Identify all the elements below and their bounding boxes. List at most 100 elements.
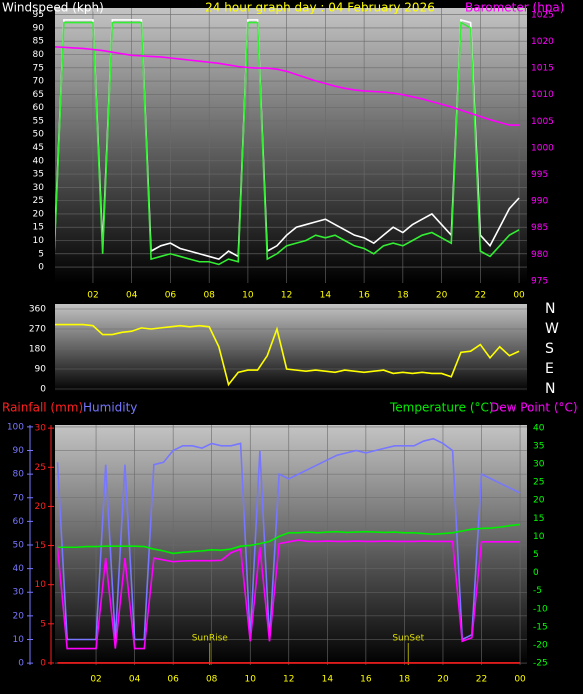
y3-tick-label: 30 bbox=[35, 424, 47, 434]
x-tick-label: 18 bbox=[397, 291, 409, 301]
x-tick-label: 22 bbox=[475, 291, 486, 301]
y2-tick-label: 1000 bbox=[531, 143, 554, 153]
y3-tick-label: 25 bbox=[35, 463, 46, 473]
y-tick-label: 85 bbox=[33, 37, 44, 47]
y2-tick-label: N bbox=[545, 301, 555, 317]
x-tick-label: 10 bbox=[242, 291, 254, 301]
y2-tick-label: 975 bbox=[531, 276, 548, 286]
x-tick-label: 04 bbox=[126, 291, 138, 301]
x-tick-label: 02 bbox=[90, 675, 101, 685]
y-tick-label: 60 bbox=[13, 517, 25, 527]
annotation: SunSet bbox=[392, 634, 424, 644]
y-tick-label: 40 bbox=[33, 156, 45, 166]
y2-tick-label: 15 bbox=[533, 514, 544, 524]
y-tick-label: 270 bbox=[29, 325, 46, 335]
y2-tick-label: 0 bbox=[533, 568, 539, 578]
y-tick-label: 45 bbox=[33, 143, 44, 153]
x-tick-label: 18 bbox=[399, 675, 411, 685]
y-tick-label: 30 bbox=[33, 183, 45, 193]
y2-tick-label: 1025 bbox=[531, 10, 554, 20]
x-tick-label: 12 bbox=[281, 291, 292, 301]
y-tick-label: 360 bbox=[29, 305, 46, 315]
x-tick-label: 08 bbox=[206, 675, 218, 685]
y-tick-label: 25 bbox=[33, 196, 44, 206]
legend-entry: Dew Point (°C) bbox=[490, 401, 578, 415]
y-tick-label: 20 bbox=[33, 209, 45, 219]
y2-tick-label: 1020 bbox=[531, 37, 554, 47]
y-tick-label: 75 bbox=[33, 63, 44, 73]
y3-tick-label: 20 bbox=[35, 502, 47, 512]
series-line bbox=[57, 523, 521, 555]
y-tick-label: 5 bbox=[38, 249, 44, 259]
y2-tick-label: 20 bbox=[533, 496, 545, 506]
y-tick-label: 80 bbox=[33, 50, 45, 60]
y-tick-label: 0 bbox=[18, 659, 24, 669]
y2-tick-label: -20 bbox=[533, 640, 548, 650]
y2-tick-label: 30 bbox=[533, 460, 545, 470]
y2-tick-label: 35 bbox=[533, 441, 544, 451]
y-tick-label: 15 bbox=[33, 223, 44, 233]
y2-tick-label: 5 bbox=[533, 550, 539, 560]
y3-tick-label: 5 bbox=[40, 619, 46, 629]
y-tick-label: 90 bbox=[13, 446, 25, 456]
x-tick-label: 20 bbox=[436, 291, 448, 301]
x-tick-label: 00 bbox=[513, 291, 525, 301]
y-tick-label: 95 bbox=[33, 10, 44, 20]
y3-tick-label: 0 bbox=[40, 658, 46, 668]
y2-tick-label: -5 bbox=[533, 586, 542, 596]
y2-tick-label: 25 bbox=[533, 478, 544, 488]
x-tick-label: 06 bbox=[165, 291, 177, 301]
y-tick-label: 90 bbox=[35, 365, 47, 375]
y2-tick-label: 980 bbox=[531, 250, 548, 260]
legend-entry: Rainfall (mm) bbox=[2, 401, 83, 415]
y-tick-label: 90 bbox=[33, 23, 45, 33]
y-tick-label: 30 bbox=[13, 588, 25, 598]
y2-tick-label: S bbox=[545, 341, 554, 357]
x-tick-label: 02 bbox=[87, 291, 98, 301]
y2-tick-label: -25 bbox=[533, 659, 548, 669]
legend-entry: Humidity bbox=[83, 401, 137, 415]
y-tick-label: 60 bbox=[33, 103, 45, 113]
y2-tick-label: E bbox=[545, 361, 554, 377]
x-tick-label: 12 bbox=[283, 675, 294, 685]
y-tick-label: 70 bbox=[33, 77, 45, 87]
y-tick-label: 0 bbox=[40, 385, 46, 395]
y-tick-label: 10 bbox=[13, 635, 25, 645]
y-tick-label: 50 bbox=[13, 541, 25, 551]
series-line bbox=[55, 18, 520, 260]
y2-tick-label: W bbox=[545, 321, 559, 337]
y3-tick-label: 15 bbox=[35, 541, 46, 551]
y2-tick-label: 1010 bbox=[531, 90, 554, 100]
y3-tick-label: 10 bbox=[35, 580, 47, 590]
y-tick-label: 65 bbox=[33, 90, 44, 100]
x-tick-label: 14 bbox=[322, 675, 334, 685]
y2-tick-label: 1005 bbox=[531, 117, 554, 127]
y2-tick-label: -15 bbox=[533, 622, 548, 632]
series-line bbox=[56, 437, 521, 641]
x-tick-label: 22 bbox=[476, 675, 487, 685]
y-tick-label: 10 bbox=[33, 236, 45, 246]
y-tick-label: 35 bbox=[33, 170, 44, 180]
y2-tick-label: 1015 bbox=[531, 64, 554, 74]
y-tick-label: 100 bbox=[7, 422, 24, 432]
y2-tick-label: 40 bbox=[533, 423, 545, 433]
plot-area bbox=[55, 8, 527, 283]
series-line bbox=[56, 539, 521, 650]
y-tick-label: 55 bbox=[33, 116, 44, 126]
y2-tick-label: N bbox=[545, 381, 555, 397]
x-tick-label: 20 bbox=[437, 675, 449, 685]
y-tick-label: 180 bbox=[29, 345, 46, 355]
x-tick-label: 16 bbox=[358, 291, 370, 301]
x-tick-label: 00 bbox=[514, 675, 526, 685]
y2-tick-label: -10 bbox=[533, 604, 548, 614]
x-tick-label: 06 bbox=[167, 675, 179, 685]
y2-axis-label: Barometer (hpa) bbox=[465, 1, 564, 15]
x-tick-label: 10 bbox=[245, 675, 257, 685]
legend-entry: Temperature (°C) bbox=[389, 401, 494, 415]
y2-tick-label: 995 bbox=[531, 170, 548, 180]
plot-area bbox=[55, 304, 527, 392]
x-tick-label: 04 bbox=[129, 675, 141, 685]
y-tick-label: 70 bbox=[13, 493, 25, 503]
